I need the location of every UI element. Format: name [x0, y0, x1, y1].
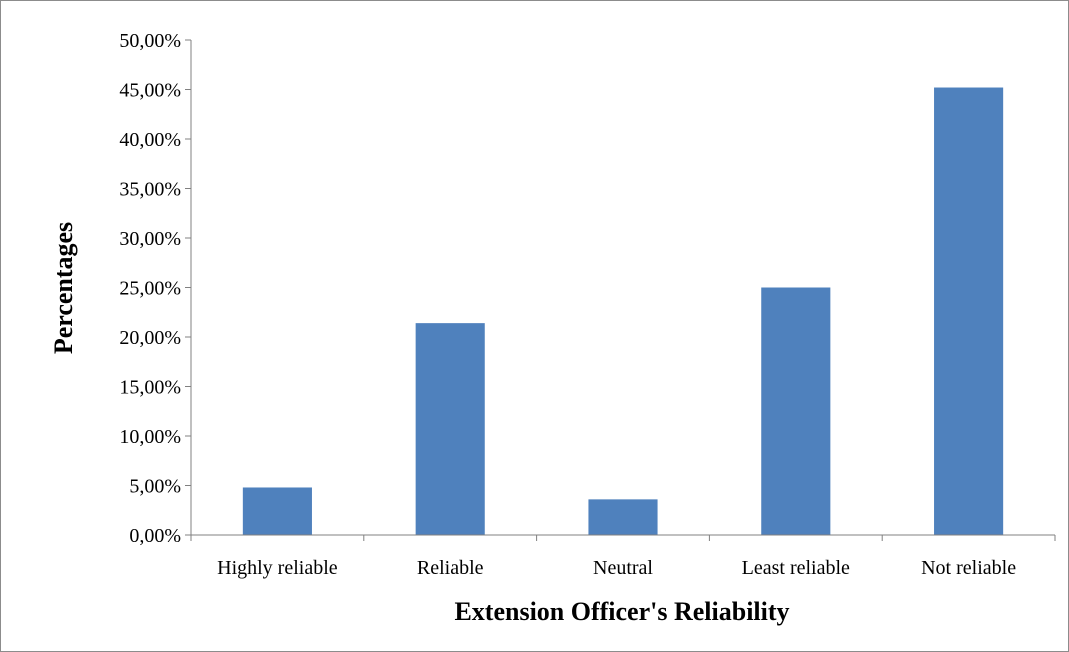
bar-highly-reliable — [242, 487, 312, 535]
y-axis-tick-labels: 0,00% 5,00% 10,00% 15,00% 20,00% 25,00% 30,00%… — [119, 30, 181, 547]
x-axis-title: Extension Officer's Reliability — [454, 597, 789, 626]
y-tick-label: 35,00% — [119, 179, 181, 201]
bar-not-reliable — [934, 87, 1004, 536]
y-tick-label: 25,00% — [119, 278, 181, 300]
y-axis-title: Percentages — [49, 222, 78, 354]
y-tick-label: 45,00% — [119, 80, 181, 102]
y-tick-label: 15,00% — [119, 377, 181, 399]
y-tick-label: 0,00% — [129, 525, 181, 547]
y-tick-label: 10,00% — [119, 426, 181, 448]
x-tick-label: Least reliable — [742, 557, 850, 579]
y-axis-ticks — [185, 39, 191, 536]
x-tick-label: Not reliable — [921, 557, 1016, 579]
y-tick-label: 30,00% — [119, 228, 181, 250]
x-axis-tick-labels: Highly reliable Reliable Neutral Least reli… — [217, 557, 1016, 579]
bars — [242, 87, 1004, 536]
x-tick-label: Reliable — [417, 557, 484, 579]
x-tick-label: Neutral — [593, 557, 653, 579]
bar-neutral — [588, 499, 658, 535]
x-axis-ticks — [190, 535, 1056, 541]
bar-reliable — [415, 323, 485, 535]
y-tick-label: 40,00% — [119, 129, 181, 151]
bar-least-reliable — [761, 287, 831, 535]
y-tick-label: 20,00% — [119, 327, 181, 349]
x-tick-label: Highly reliable — [217, 557, 338, 579]
y-tick-label: 5,00% — [129, 476, 181, 498]
y-tick-label: 50,00% — [119, 30, 181, 52]
